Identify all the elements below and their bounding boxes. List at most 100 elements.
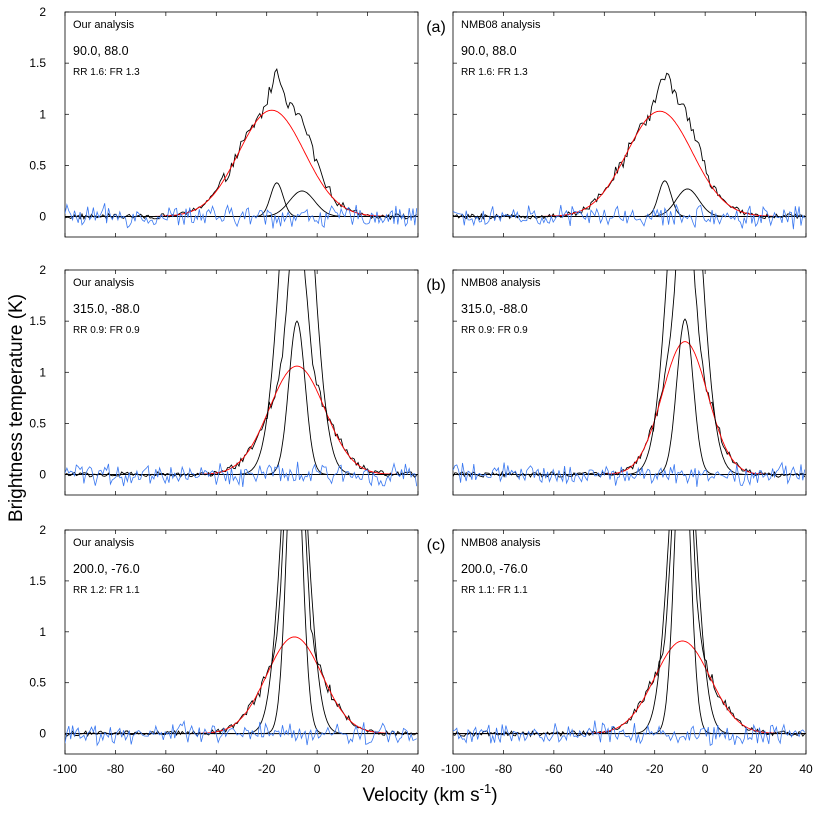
series-narrow-component-2 bbox=[453, 188, 806, 217]
series-narrow-component-1 bbox=[453, 180, 806, 217]
series-gaussian-fit bbox=[453, 110, 806, 217]
series-narrow-component-2 bbox=[65, 190, 418, 217]
y-tick-label: 0 bbox=[39, 727, 46, 741]
panel-ratio: RR 0.9: FR 0.9 bbox=[73, 325, 140, 336]
plot-frame bbox=[452, 11, 807, 238]
series-observed bbox=[453, 72, 805, 221]
plot-area bbox=[453, 72, 806, 230]
y-tick-label: 2 bbox=[39, 263, 46, 277]
x-tick-label: -60 bbox=[545, 762, 563, 776]
x-tick-label: 0 bbox=[702, 762, 709, 776]
series-observed bbox=[453, 530, 806, 738]
panel-coordinates: 315.0, -88.0 bbox=[461, 302, 528, 316]
x-tick-label: -100 bbox=[53, 762, 77, 776]
series-wide-component bbox=[65, 530, 418, 735]
panel-label: (b) bbox=[426, 277, 446, 294]
x-tick-label: -80 bbox=[107, 762, 125, 776]
series-gaussian-fit bbox=[65, 365, 418, 475]
plot-frame bbox=[64, 11, 419, 238]
x-tick-label: -20 bbox=[258, 762, 276, 776]
x-tick-label: 20 bbox=[749, 762, 763, 776]
series-gaussian-fit bbox=[453, 341, 806, 475]
y-tick-label: 1.5 bbox=[29, 314, 46, 328]
x-tick-label: -80 bbox=[495, 762, 513, 776]
panel-0: 0 0.5 1 1.5 2 Our analysis 90.0, 88.0 RR 1.6: F… bbox=[29, 5, 446, 238]
x-tick-label: -20 bbox=[646, 762, 664, 776]
plot-area bbox=[65, 270, 418, 488]
x-tick-label: -40 bbox=[596, 762, 614, 776]
panel-title: Our analysis bbox=[73, 19, 135, 31]
series-narrow-component-1 bbox=[65, 320, 418, 475]
plot-area bbox=[453, 530, 806, 746]
y-tick-label: 1 bbox=[39, 107, 46, 121]
y-tick-label: 1 bbox=[39, 625, 46, 639]
panel-title: NMB08 analysis bbox=[461, 19, 541, 31]
series-residual bbox=[65, 203, 418, 229]
x-tick-label: -40 bbox=[208, 762, 226, 776]
x-axis-label: Velocity (km s-1) bbox=[362, 781, 497, 806]
series-residual bbox=[453, 720, 806, 746]
panel-1: NMB08 analysis 90.0, 88.0 RR 1.6: FR 1.3 bbox=[452, 11, 807, 238]
plot-frame bbox=[452, 269, 807, 496]
x-tick-label: 20 bbox=[361, 762, 375, 776]
panel-ratio: RR 1.2: FR 1.1 bbox=[73, 585, 140, 596]
panel-label: (c) bbox=[427, 537, 446, 554]
y-axis-label: Brightness temperature (K) bbox=[6, 294, 27, 522]
series-observed bbox=[65, 67, 417, 221]
y-tick-label: 2 bbox=[39, 523, 46, 537]
series-narrow-component-1 bbox=[65, 182, 418, 217]
plot-frame bbox=[64, 529, 419, 755]
y-tick-label: 0.5 bbox=[29, 158, 46, 172]
y-tick-label: 1 bbox=[39, 365, 46, 379]
series-observed bbox=[65, 270, 418, 478]
series-wide-component bbox=[453, 530, 806, 735]
y-tick-label: 0 bbox=[39, 468, 46, 482]
panel-5: -100 -80 -60 -40 -20 0 20 40 NMB08 analysis 200.0… bbox=[441, 529, 813, 776]
x-axis-label-close: ) bbox=[491, 785, 497, 806]
series-residual bbox=[65, 461, 418, 488]
panel-ratio: RR 1.6: FR 1.3 bbox=[73, 67, 140, 78]
series-residual bbox=[453, 204, 806, 230]
panel-title: Our analysis bbox=[73, 537, 135, 549]
series-narrow-component-1 bbox=[453, 318, 806, 475]
x-tick-label: 40 bbox=[799, 762, 813, 776]
panel-title: NMB08 analysis bbox=[461, 537, 541, 549]
panel-ratio: RR 0.9: FR 0.9 bbox=[461, 325, 528, 336]
y-tick-label: 0.5 bbox=[29, 416, 46, 430]
x-tick-label: 40 bbox=[411, 762, 425, 776]
panel-coordinates: 90.0, 88.0 bbox=[461, 44, 517, 58]
y-tick-label: 1.5 bbox=[29, 574, 46, 588]
x-tick-label: -100 bbox=[441, 762, 465, 776]
panel-title: Our analysis bbox=[73, 277, 135, 289]
panel-ratio: RR 1.1: FR 1.1 bbox=[461, 585, 528, 596]
series-residual bbox=[65, 719, 417, 747]
panel-coordinates: 200.0, -76.0 bbox=[73, 562, 140, 576]
x-tick-label: 0 bbox=[314, 762, 321, 776]
series-observed bbox=[65, 530, 418, 737]
series-residual bbox=[453, 461, 806, 487]
plot-area bbox=[453, 270, 806, 487]
panel-3: NMB08 analysis 315.0, -88.0 RR 0.9: FR 0.9 bbox=[452, 269, 807, 496]
panel-ratio: RR 1.6: FR 1.3 bbox=[461, 67, 528, 78]
x-axis-label-main: Velocity (km s bbox=[362, 785, 479, 806]
panel-label: (a) bbox=[426, 19, 446, 36]
x-axis-label-exponent: -1 bbox=[480, 781, 492, 796]
y-tick-label: 1.5 bbox=[29, 56, 46, 70]
y-tick-label: 2 bbox=[39, 5, 46, 19]
panel-coordinates: 90.0, 88.0 bbox=[73, 44, 129, 58]
panel-coordinates: 315.0, -88.0 bbox=[73, 302, 140, 316]
panel-4: 0 0.5 1 1.5 2 -100 -80 -60 -40 -20 0 20 40 Our analys… bbox=[29, 523, 446, 776]
x-tick-label: -60 bbox=[157, 762, 175, 776]
panel-2: 0 0.5 1 1.5 2 Our analysis 315.0, -88.0 RR 0.9:… bbox=[29, 263, 446, 496]
y-tick-label: 0 bbox=[39, 210, 46, 224]
plot-frame bbox=[64, 269, 419, 496]
y-tick-label: 0.5 bbox=[29, 676, 46, 690]
panel-title: NMB08 analysis bbox=[461, 277, 541, 289]
plot-area bbox=[65, 67, 418, 229]
panel-coordinates: 200.0, -76.0 bbox=[461, 562, 528, 576]
series-gaussian-fit bbox=[65, 109, 418, 217]
plot-area bbox=[65, 530, 418, 747]
plot-frame bbox=[452, 529, 807, 755]
series-gaussian-fit bbox=[65, 636, 418, 735]
